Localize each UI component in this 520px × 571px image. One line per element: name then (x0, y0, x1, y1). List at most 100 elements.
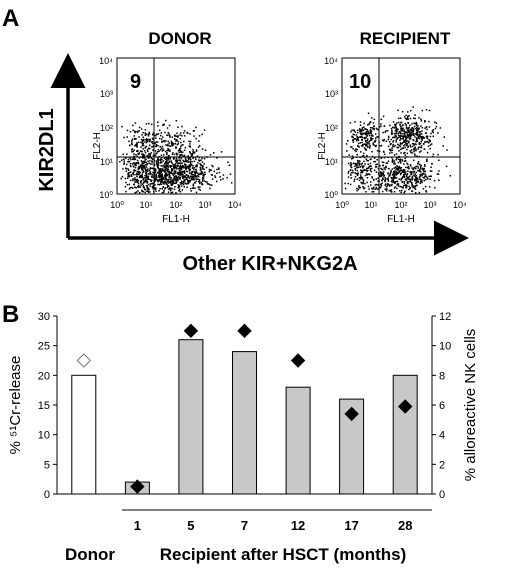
flow-event-dot (415, 171, 417, 174)
flow-event-dot (407, 134, 409, 136)
flow-event-dot (198, 156, 200, 159)
flow-event-dot (382, 172, 384, 175)
marker-donor (76, 353, 91, 368)
flow-event-dot (189, 179, 191, 182)
flow-event-dot (407, 146, 409, 149)
flow-event-dot (171, 183, 174, 186)
flow-event-dot (370, 131, 372, 133)
flow-event-dot (180, 157, 183, 160)
flow-event-dot (203, 157, 206, 160)
flow-event-dot (356, 138, 358, 141)
flow-event-dot (429, 147, 431, 150)
flow-event-dot (136, 178, 138, 181)
flow-event-dot (370, 139, 372, 141)
flow-event-dot (404, 171, 407, 173)
flow-event-dot (155, 178, 158, 180)
donor-y-tick-4: 10⁴ (99, 56, 113, 66)
flow-event-dot (386, 162, 389, 164)
flow-event-dot (143, 166, 146, 168)
flow-event-dot (167, 191, 170, 193)
flow-event-dot (163, 191, 165, 193)
flow-event-dot (368, 134, 371, 137)
flow-event-dot (159, 174, 162, 177)
flow-event-dot (406, 117, 409, 119)
flow-event-dot (395, 177, 398, 179)
flow-event-dot (429, 170, 432, 172)
flow-event-dot (210, 174, 213, 176)
flow-event-dot (400, 177, 403, 179)
flow-event-dot (413, 159, 415, 162)
flow-event-dot (147, 170, 149, 172)
flow-event-dot (376, 128, 378, 131)
flow-event-dot (155, 137, 157, 139)
flow-event-dot (164, 168, 167, 170)
flow-event-dot (389, 190, 392, 192)
flow-event-dot (122, 168, 124, 170)
flow-event-dot (150, 152, 152, 154)
flow-event-dot (185, 164, 187, 166)
flow-event-dot (394, 130, 397, 132)
flow-event-dot (402, 127, 404, 129)
flow-event-dot (347, 172, 350, 174)
flow-event-dot (132, 187, 134, 189)
flow-event-dot (374, 141, 377, 143)
flow-event-dot (143, 186, 145, 189)
flow-event-dot (391, 160, 394, 163)
flow-event-dot (140, 182, 142, 184)
flow-event-dot (182, 181, 185, 183)
flow-event-dot (189, 161, 192, 164)
flow-event-dot (181, 175, 183, 178)
flow-event-dot (182, 159, 184, 162)
flow-event-dot (410, 134, 413, 136)
flow-event-dot (422, 173, 424, 175)
flow-event-dot (143, 188, 146, 190)
flow-event-dot (138, 184, 140, 187)
flow-event-dot (394, 177, 396, 179)
flow-event-dot (167, 157, 170, 159)
flow-event-dot (137, 181, 139, 184)
flow-event-dot (134, 163, 136, 165)
flow-event-dot (131, 143, 133, 145)
flow-event-dot (381, 168, 383, 170)
flow-event-dot (199, 189, 201, 191)
flow-event-dot (408, 178, 410, 180)
flow-event-dot (411, 145, 414, 148)
flow-event-dot (406, 136, 409, 139)
flow-event-dot (428, 109, 431, 112)
flow-event-dot (135, 191, 138, 193)
flow-event-dot (378, 180, 380, 182)
flow-event-dot (396, 137, 398, 139)
flow-event-dot (367, 145, 369, 148)
flow-event-dot (140, 146, 142, 148)
flow-event-dot (424, 165, 426, 168)
flow-event-dot (429, 140, 431, 143)
flow-event-dot (370, 167, 373, 170)
flow-event-dot (353, 180, 355, 182)
flow-event-dot (387, 167, 390, 170)
flow-event-dot (184, 157, 187, 159)
flow-event-dot (406, 148, 408, 151)
flow-event-dot (412, 106, 414, 108)
flow-event-dot (128, 175, 131, 177)
flow-event-dot (399, 170, 401, 172)
flow-event-dot (431, 162, 433, 165)
flow-event-dot (385, 130, 387, 132)
flow-event-dot (136, 180, 139, 182)
flow-event-dot (418, 176, 421, 178)
flow-event-dot (413, 148, 415, 150)
flow-event-dot (162, 178, 165, 180)
flow-event-dot (403, 176, 406, 178)
flow-event-dot (147, 133, 150, 135)
flow-event-dot (187, 176, 189, 178)
flow-event-dot (392, 180, 394, 183)
recipient-x-tick-3: 10³ (423, 200, 436, 210)
flow-event-dot (190, 155, 193, 157)
flow-event-dot (377, 167, 380, 170)
flow-event-dot (150, 180, 152, 183)
flow-event-dot (141, 139, 143, 141)
flow-event-dot (142, 136, 145, 138)
donor-y-tick-2: 10² (100, 123, 113, 133)
flow-event-dot (142, 143, 144, 145)
flow-event-dot (420, 145, 423, 147)
flow-event-dot (137, 141, 140, 143)
